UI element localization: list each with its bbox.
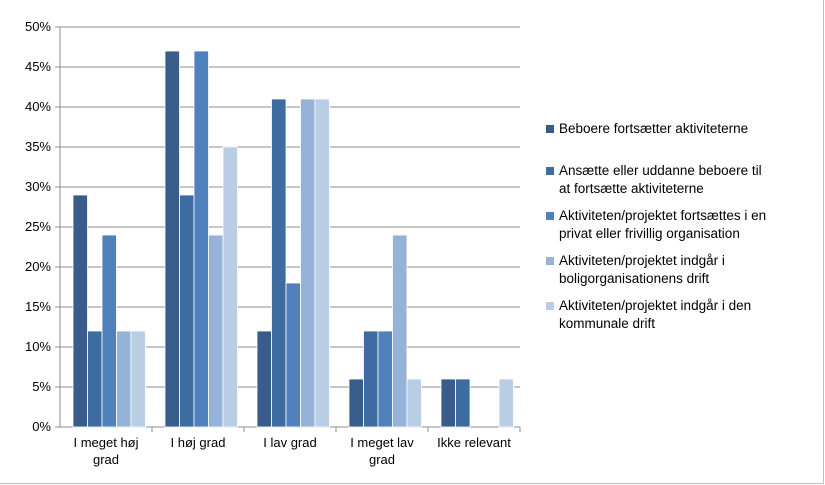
legend-label-line: kommunale drift [559, 316, 656, 331]
legend-item: Aktiviteten/projektet indgår i boligorgan… [546, 252, 821, 288]
bar [348, 378, 364, 428]
bar [300, 98, 316, 428]
legend-label-line: privat eller frivillig organisation [559, 226, 740, 241]
legend-label: Ansætte eller uddanne beboere til at fort… [559, 162, 762, 198]
legend-label-line: boligorganisationens drift [559, 271, 710, 286]
bar [208, 234, 224, 428]
bar [72, 194, 88, 428]
legend-item: Aktiviteten/projektet fortsættes i en pri… [546, 207, 821, 243]
legend-swatch [546, 302, 554, 310]
y-tick-label: 0% [32, 419, 51, 434]
y-tick-label: 45% [25, 59, 51, 74]
y-tick-label: 5% [32, 379, 51, 394]
legend-label-line: at fortsætte aktiviteterne [559, 181, 704, 196]
x-tick-label-line: I meget lav [350, 435, 414, 450]
bar [498, 378, 514, 428]
legend-swatch [546, 125, 554, 133]
x-tick-label-line: grad [93, 452, 119, 467]
bar [130, 330, 146, 428]
legend-label: Aktiviteten/projektet indgår i den kommun… [559, 297, 751, 333]
bar [193, 50, 209, 428]
bar [222, 146, 238, 428]
legend-label-line: Aktiviteten/projektet indgår i [559, 253, 725, 268]
bar [164, 50, 180, 428]
bar [455, 378, 471, 428]
y-tick-label: 35% [25, 139, 51, 154]
bar [392, 234, 408, 428]
x-tick-label: I høj grad [171, 435, 226, 450]
x-tick-label-line: I lav grad [263, 435, 316, 450]
bar [406, 378, 422, 428]
bar [271, 98, 287, 428]
chart-legend: Beboere fortsætter aktiviteterne Ansætte … [546, 120, 821, 333]
y-tick-label: 15% [25, 299, 51, 314]
y-tick-label: 10% [25, 339, 51, 354]
legend-label-line: Aktiviteten/projektet indgår i den [559, 298, 752, 313]
bar [440, 378, 456, 428]
x-tick-label-line: I meget høj [73, 435, 138, 450]
y-tick-label: 25% [25, 219, 51, 234]
legend-label-line: Ansætte eller uddanne beboere til [559, 163, 762, 178]
y-tick-label: 40% [25, 99, 51, 114]
legend-item: Beboere fortsætter aktiviteterne [546, 120, 821, 138]
bar [256, 330, 272, 428]
bar [285, 282, 301, 428]
y-tick-label: 50% [25, 19, 51, 34]
x-tick-label: I meget lav grad [350, 435, 414, 467]
legend-label-line: Beboere fortsætter aktiviteterne [559, 121, 749, 136]
x-tick-label-line: I høj grad [171, 435, 226, 450]
bar [363, 330, 379, 428]
bar [87, 330, 103, 428]
x-tick-label: I lav grad [263, 435, 316, 450]
legend-label: Aktiviteten/projektet fortsættes i en pri… [559, 207, 766, 243]
x-tick-label-line: Ikke relevant [437, 435, 511, 450]
x-tick-label: I meget høj grad [73, 435, 138, 467]
bar [116, 330, 132, 428]
bar [314, 98, 330, 428]
legend-item: Aktiviteten/projektet indgår i den kommun… [546, 297, 821, 333]
y-tick-label: 30% [25, 179, 51, 194]
legend-label: Beboere fortsætter aktiviteterne [559, 120, 748, 138]
legend-label: Aktiviteten/projektet indgår i boligorgan… [559, 252, 725, 288]
x-tick-label-line: grad [369, 452, 395, 467]
y-tick-label: 20% [25, 259, 51, 274]
bar [179, 194, 195, 428]
legend-swatch [546, 257, 554, 265]
legend-label-line: Aktiviteten/projektet fortsættes i en [559, 208, 767, 223]
bar [377, 330, 393, 428]
legend-swatch [546, 167, 554, 175]
legend-item: Ansætte eller uddanne beboere til at fort… [546, 162, 821, 198]
bar [101, 234, 117, 428]
x-tick-label: Ikke relevant [437, 435, 511, 450]
legend-swatch [546, 212, 554, 220]
